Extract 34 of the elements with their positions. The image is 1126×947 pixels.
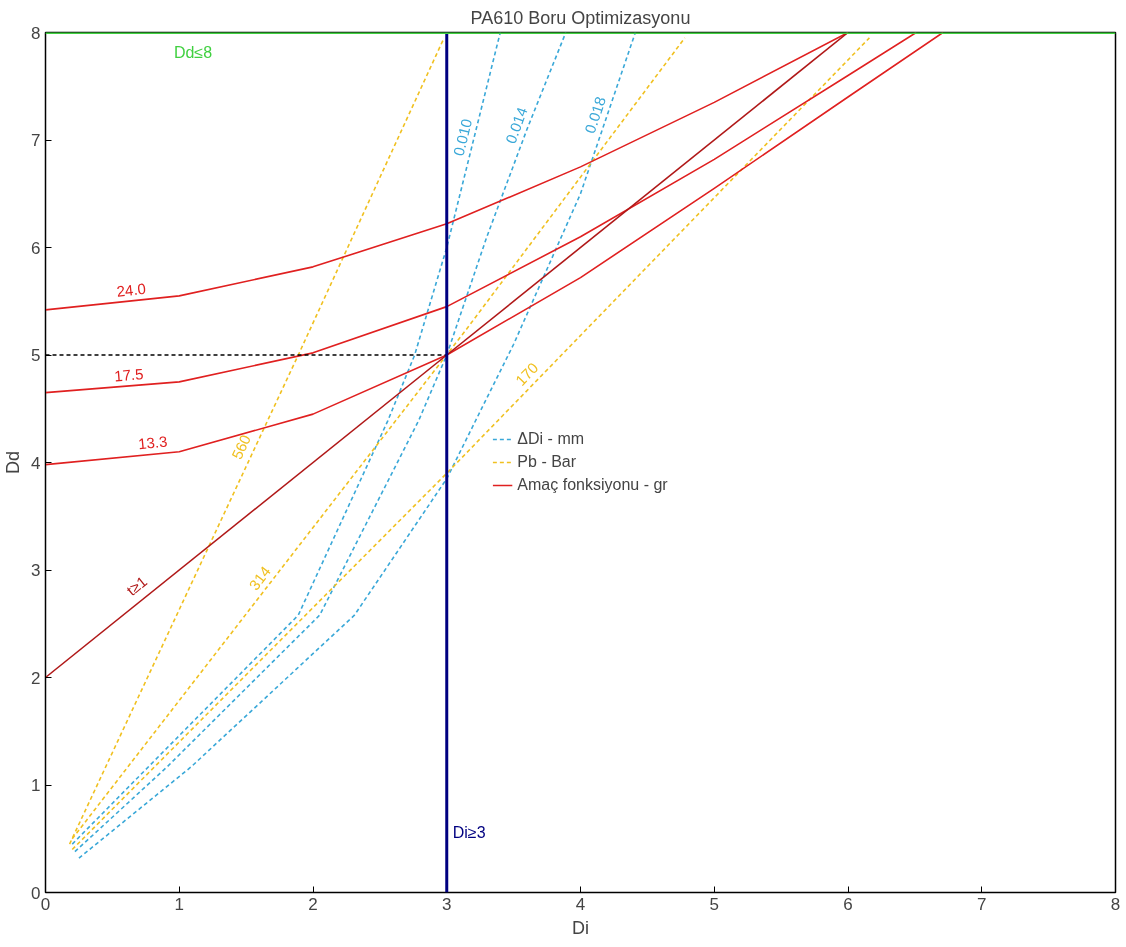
y-tick-label: 7 xyxy=(31,131,41,150)
x-axis-title: Di xyxy=(572,917,589,938)
x-tick-label: 6 xyxy=(843,894,853,914)
x-tick-label: 1 xyxy=(174,894,184,914)
legend-label: Pb - Bar xyxy=(517,453,577,471)
chart-title: PA610 Boru Optimizasyonu xyxy=(470,7,691,28)
annotation: 24.0 xyxy=(115,279,147,300)
annotation: t≥1 xyxy=(123,572,151,599)
annotation: 314 xyxy=(245,562,275,594)
y-tick-label: 2 xyxy=(31,668,41,688)
ref-line-label: Di≥3 xyxy=(452,823,486,841)
x-tick-label: 3 xyxy=(442,894,452,914)
y-tick-label: 1 xyxy=(31,776,41,795)
x-tick-label: 2 xyxy=(308,894,318,914)
x-tick-label: 7 xyxy=(977,894,987,914)
y-tick-label: 8 xyxy=(31,23,41,43)
legend-label: ΔDi - mm xyxy=(517,430,585,448)
y-tick-label: 5 xyxy=(31,346,41,365)
y-tick-label: 4 xyxy=(31,453,41,473)
annotation: 170 xyxy=(511,359,542,389)
y-tick-label: 6 xyxy=(31,238,41,258)
annotation: 0.018 xyxy=(580,94,610,136)
legend-label: Amaç fonksiyonu - gr xyxy=(517,476,668,494)
x-tick-label: 4 xyxy=(575,894,586,914)
annotation: 0.014 xyxy=(501,104,531,146)
annotation: 17.5 xyxy=(113,365,145,385)
annotation: 13.3 xyxy=(137,432,169,453)
annotation: 560 xyxy=(228,432,254,462)
y-axis-title: Dd xyxy=(3,450,24,474)
x-tick-label: 5 xyxy=(709,894,719,914)
ref-line-label: Dd≤8 xyxy=(173,43,213,61)
x-tick-label: 8 xyxy=(1110,894,1121,914)
y-tick-label: 3 xyxy=(31,561,41,580)
annotation: 0.010 xyxy=(449,117,476,158)
